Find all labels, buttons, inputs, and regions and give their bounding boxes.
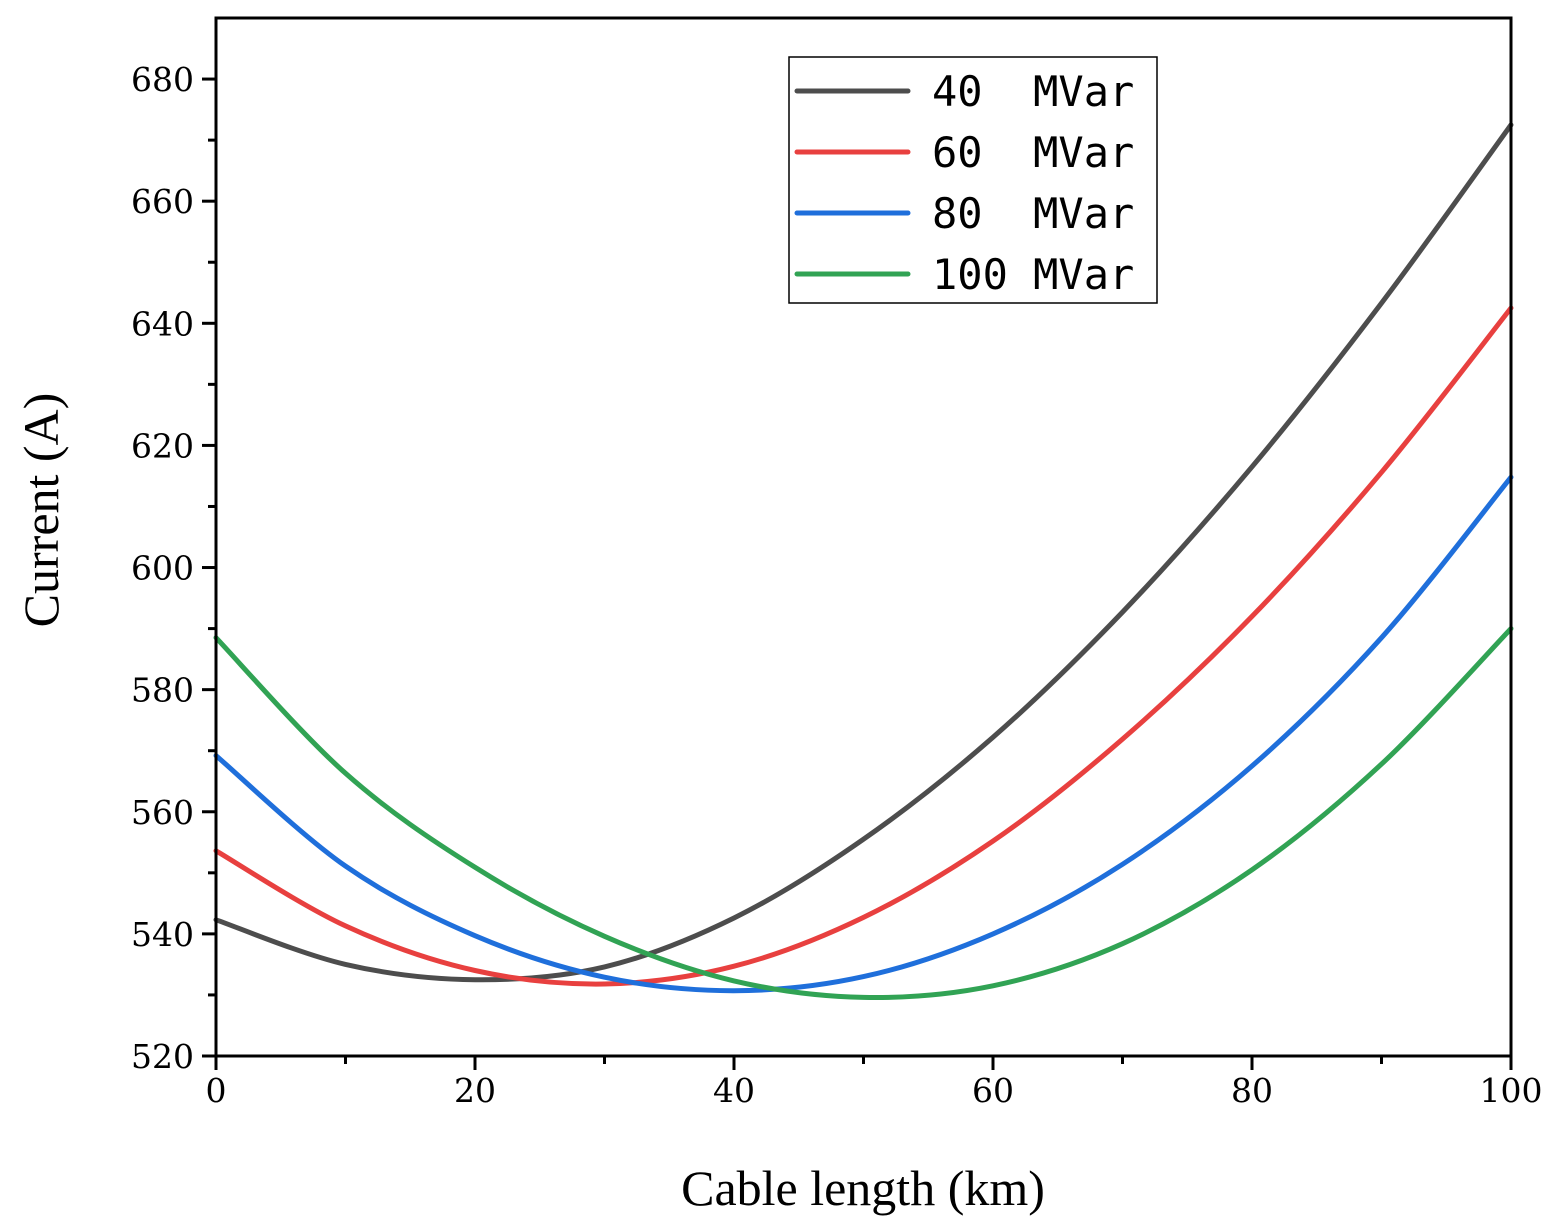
y-tick-label: 560 [131, 793, 194, 832]
y-tick-label: 540 [131, 915, 194, 954]
x-tick-label: 80 [1231, 1071, 1273, 1110]
legend-label: 60 MVar [932, 128, 1134, 177]
x-tick-label: 60 [972, 1071, 1014, 1110]
x-tick-label: 0 [206, 1071, 227, 1110]
legend-label: 80 MVar [932, 189, 1134, 238]
legend-label: 100 MVar [932, 250, 1134, 299]
series-layer [213, 122, 1514, 1001]
y-axis-title: Current (A) [13, 393, 69, 628]
series-line-4 [213, 626, 1514, 1001]
ticks-layer: 0 20 40 60 80 100 520 540 560 580 600 620 640 660 680 [131, 60, 1543, 1110]
x-tick-label: 40 [713, 1071, 755, 1110]
series-line-1 [213, 122, 1514, 983]
y-tick-label: 640 [131, 304, 194, 343]
x-tick-label: 20 [454, 1071, 496, 1110]
y-tick-label: 580 [131, 671, 194, 710]
x-axis-title: Cable length (km) [681, 1160, 1045, 1216]
legend-box [788, 56, 1158, 304]
series-line-3 [213, 474, 1514, 994]
y-tick-label: 680 [131, 60, 194, 99]
y-tick-label: 660 [131, 182, 194, 221]
legend-label: 40 MVar [932, 67, 1134, 116]
y-tick-label: 600 [131, 549, 194, 588]
y-tick-label: 520 [131, 1037, 194, 1076]
y-tick-label: 620 [131, 426, 194, 465]
x-tick-label: 100 [1480, 1071, 1543, 1110]
legend: 40 MVar 60 MVar 80 MVar 100 MVar [788, 56, 1158, 304]
series-line-2 [213, 305, 1514, 987]
